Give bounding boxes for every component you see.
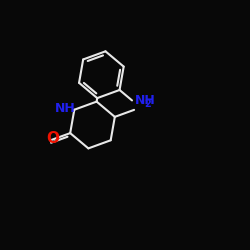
Text: O: O: [46, 131, 60, 146]
Text: NH: NH: [54, 102, 75, 116]
Text: NH: NH: [135, 94, 156, 107]
Text: 2: 2: [144, 99, 151, 109]
